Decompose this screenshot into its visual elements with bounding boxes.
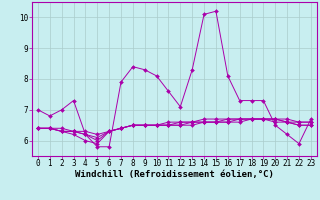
X-axis label: Windchill (Refroidissement éolien,°C): Windchill (Refroidissement éolien,°C): [75, 170, 274, 179]
